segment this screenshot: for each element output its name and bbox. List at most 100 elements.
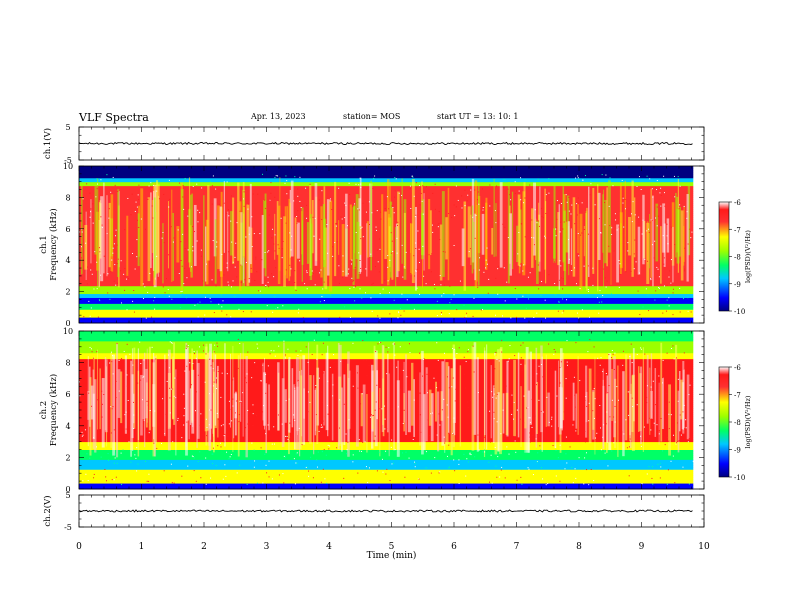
spectrogram-speckle: [586, 469, 588, 471]
spectrogram-speckle: [133, 289, 135, 291]
spectrogram-streak: [290, 180, 294, 257]
spectrogram-speckle: [355, 286, 357, 288]
spectrogram-speckle: [192, 246, 194, 248]
spectrogram-speckle: [585, 396, 587, 398]
spectrogram-speckle: [401, 194, 403, 196]
spectrogram-speckle: [431, 412, 433, 414]
spectrogram-speckle: [82, 480, 84, 482]
spectrogram-speckle: [578, 427, 580, 429]
spectrogram-speckle: [660, 466, 662, 468]
spectrogram-speckle: [387, 255, 389, 257]
spectrogram-speckle: [604, 277, 606, 279]
spectrogram-speckle: [199, 451, 201, 453]
spectrogram-speckle: [522, 342, 524, 344]
spectrogram-band: [79, 309, 694, 312]
spectrogram-speckle: [536, 222, 538, 224]
spectrogram-speckle: [213, 312, 215, 314]
spectrogram-band: [79, 374, 694, 377]
spectrogram-speckle: [391, 205, 393, 207]
spectrogram-speckle: [187, 215, 189, 217]
spectrogram-band: [79, 388, 694, 391]
spectrogram-streak: [277, 362, 280, 431]
spectrogram-speckle: [575, 342, 577, 344]
spectrogram-speckle: [200, 416, 202, 418]
spectrogram-speckle: [178, 182, 180, 184]
spectrogram-streak: [331, 373, 334, 441]
spectrogram-speckle: [368, 467, 370, 469]
spectrogram-speckle: [274, 234, 276, 236]
spectrogram-speckle: [126, 374, 128, 376]
spectrogram-speckle: [137, 219, 139, 221]
spectrogram-speckle: [514, 192, 516, 194]
spectrogram-band: [79, 441, 694, 445]
spectrogram-streak: [187, 346, 190, 421]
spectrogram-speckle: [110, 432, 112, 434]
spectrogram-speckle: [633, 268, 635, 270]
spectrogram-speckle: [614, 405, 616, 407]
spectrogram-speckle: [581, 202, 583, 204]
spectrogram-streak: [403, 212, 406, 269]
spectrogram-band: [79, 175, 694, 179]
spectrogram-streak: [606, 375, 609, 443]
spectrogram-speckle: [605, 372, 607, 374]
spectrogram-streak: [142, 359, 146, 420]
spectrogram-speckle: [537, 452, 539, 454]
spectrogram-speckle: [81, 431, 83, 433]
spectrogram-speckle: [116, 244, 118, 246]
spectrogram-speckle: [544, 237, 546, 239]
spectrogram-speckle: [565, 436, 567, 438]
spectrogram-speckle: [486, 263, 488, 265]
spectrogram-speckle: [413, 399, 415, 401]
spectrogram-speckle: [478, 269, 480, 271]
spectrogram-speckle: [410, 273, 412, 275]
spectrogram-speckle: [604, 452, 606, 454]
spectrogram-band: [79, 415, 694, 419]
spectrogram-speckle: [236, 222, 238, 224]
spectrogram-speckle: [458, 347, 460, 349]
spectrogram-speckle: [553, 348, 555, 350]
spectrogram-speckle: [246, 483, 248, 485]
spectrogram-speckle: [570, 398, 572, 400]
spectrogram-speckle: [88, 300, 90, 302]
colorbar-tick-label: -10: [734, 474, 745, 482]
spectrogram-speckle: [611, 399, 613, 401]
spectrogram-speckle: [555, 449, 557, 451]
spectrogram-speckle: [537, 178, 539, 180]
spectrogram-speckle: [284, 456, 286, 458]
spectrogram-speckle: [467, 461, 469, 463]
spectrogram-speckle: [409, 185, 411, 187]
spectrogram-streak: [419, 372, 421, 446]
spectrogram-band: [79, 281, 694, 285]
spectrogram-speckle: [619, 273, 621, 275]
spectrogram-speckle: [218, 303, 220, 305]
spectrogram-speckle: [145, 317, 147, 319]
spectrogram-speckle: [547, 483, 549, 485]
spectrogram-speckle: [672, 292, 674, 294]
spectrogram-speckle: [540, 294, 542, 296]
spectrogram-speckle: [240, 264, 242, 266]
spectrogram-speckle: [573, 376, 575, 378]
spectrogram-band: [79, 201, 694, 204]
spectrogram-speckle: [90, 307, 92, 309]
spectrogram-speckle: [680, 434, 682, 436]
spectrogram-speckle: [177, 229, 179, 231]
spectrogram-speckle: [516, 409, 518, 411]
spectrogram-speckle: [89, 346, 91, 348]
spectrogram-speckle: [304, 283, 306, 285]
spectrogram-speckle: [331, 209, 333, 211]
spectrogram-band: [79, 171, 694, 175]
spectrogram-speckle: [280, 217, 282, 219]
spectrogram-speckle: [602, 295, 604, 297]
spectrogram-streak: [539, 186, 541, 272]
spectrogram-band: [79, 185, 694, 189]
spectrogram-speckle: [397, 406, 399, 408]
spectrogram-speckle: [184, 248, 186, 250]
spectrogram-streak: [675, 192, 677, 258]
spectrogram-speckle: [263, 405, 265, 407]
spectrogram-speckle: [216, 377, 218, 379]
spectrogram-speckle: [579, 380, 581, 382]
spectrogram-speckle: [238, 308, 240, 310]
spectrogram-speckle: [563, 221, 565, 223]
spectrogram-speckle: [308, 470, 310, 472]
spectrogram-band: [79, 366, 694, 370]
